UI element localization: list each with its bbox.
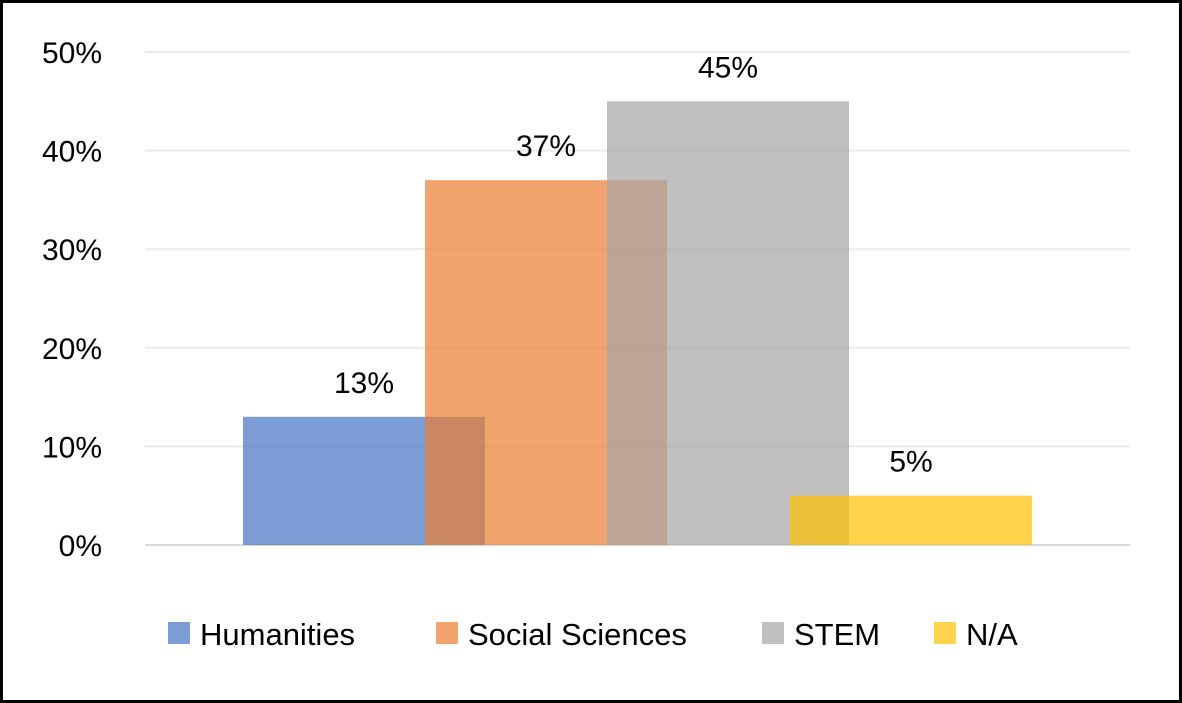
data-label: 13% [334,367,394,400]
legend: Humanities Social Sciences STEM N/A [168,617,1018,652]
bar-n-a [790,495,1032,545]
legend-label: STEM [794,617,880,652]
bar-stem [607,101,849,546]
bars [243,101,1032,546]
legend-item: Social Sciences [436,617,687,652]
y-tick-label: 0% [59,530,102,563]
legend-swatch [436,622,458,644]
legend-label: Social Sciences [468,617,687,652]
legend-item: Humanities [168,617,355,652]
data-label: 5% [889,446,932,479]
data-label: 45% [698,51,758,84]
legend-item: N/A [934,617,1018,652]
legend-label: N/A [966,617,1018,652]
y-tick-label: 40% [42,136,102,169]
legend-label: Humanities [200,617,355,652]
legend-item: STEM [762,617,880,652]
legend-swatch [934,622,956,644]
data-label: 37% [516,130,576,163]
y-tick-label: 10% [42,431,102,464]
data-labels: 13% 37% 45% 5% [334,51,933,478]
legend-swatch [762,622,784,644]
legend-swatch [168,622,190,644]
y-axis-ticks: 0% 10% 20% 30% 40% 50% [42,37,102,563]
y-tick-label: 50% [42,37,102,70]
y-tick-label: 30% [42,234,102,267]
y-tick-label: 20% [42,333,102,366]
